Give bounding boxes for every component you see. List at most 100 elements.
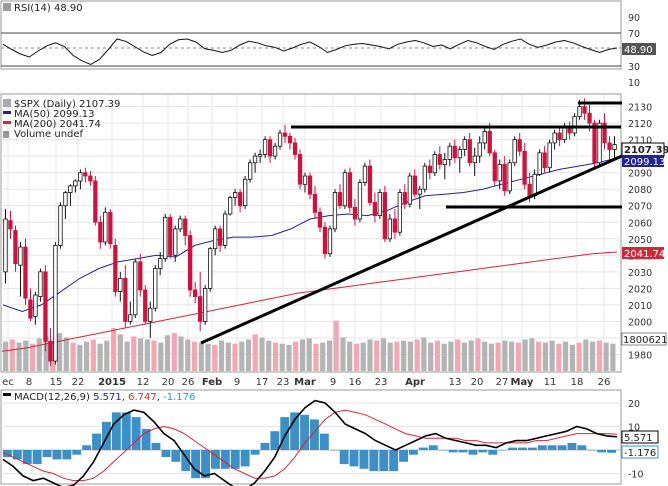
macd-histogram-bar	[32, 450, 42, 465]
ma200-line	[1, 251, 618, 352]
macd-tick--10: -10	[628, 470, 644, 481]
candle-body	[247, 162, 253, 180]
candle-body	[492, 152, 497, 182]
volume-bar	[252, 334, 258, 372]
candle-body	[148, 307, 153, 322]
candle-body	[537, 152, 542, 175]
candle-body	[222, 213, 228, 246]
volume-legend: Volume undef	[14, 129, 84, 140]
candle-body	[397, 192, 403, 233]
volume-bar	[286, 344, 292, 372]
candle-body	[332, 192, 338, 230]
macd-histogram-bar	[82, 445, 92, 450]
candle-body	[232, 192, 238, 198]
volume-swatch	[3, 131, 9, 138]
volume-bar	[461, 342, 467, 371]
candle-body	[522, 150, 527, 185]
candle-body	[227, 197, 233, 215]
volume-bar	[576, 342, 582, 371]
volume-bar	[212, 344, 218, 372]
volume-bar	[77, 344, 83, 372]
macd-histogram-bar	[211, 450, 220, 469]
candle-body	[587, 112, 592, 124]
candle-body	[98, 221, 103, 243]
date-tick: 18	[571, 377, 584, 388]
candle-body	[612, 144, 617, 151]
candle-body	[287, 135, 293, 144]
candle-body	[178, 218, 183, 230]
candle-body	[123, 277, 128, 322]
volume-bar	[542, 342, 548, 371]
macd-histogram-bar	[498, 450, 508, 451]
candle-body	[377, 192, 383, 217]
date-tick: 23	[375, 377, 388, 388]
candle-body	[242, 178, 248, 207]
volume-bar	[50, 340, 56, 372]
candle-body	[128, 314, 133, 322]
candle-body	[103, 211, 108, 243]
volume-bar	[313, 343, 319, 371]
volume-bar	[111, 327, 117, 371]
volume-bar	[259, 337, 265, 371]
candle-body	[237, 192, 243, 207]
volume-bar	[299, 339, 306, 371]
macd-tick-10: 10	[628, 423, 640, 434]
candle-body	[372, 201, 378, 216]
volume-bar	[509, 341, 515, 371]
volume-bar	[306, 338, 312, 371]
macd-histogram-bar	[220, 450, 230, 469]
date-tick: Feb	[202, 377, 222, 388]
candle-body	[362, 165, 368, 184]
candle-body	[357, 182, 363, 220]
ma50-line	[2, 157, 618, 313]
volume-bar	[536, 341, 542, 371]
macd-histogram-bar	[409, 450, 418, 455]
candle-body	[552, 132, 557, 144]
macd-histogram-bar	[329, 450, 339, 451]
volume-bar	[171, 333, 177, 371]
date-tick: 2015	[98, 377, 126, 388]
rsi-tick-10: 10	[628, 78, 640, 89]
volume-bar	[198, 342, 204, 371]
volume-bar	[218, 340, 225, 372]
candle-body	[108, 211, 113, 245]
volume-bar	[272, 342, 279, 371]
macd-histogram-bar	[12, 450, 22, 460]
macd-histogram-bar	[359, 450, 369, 469]
ma200-badge	[622, 247, 664, 259]
candle-body	[557, 132, 562, 140]
candle-body	[78, 172, 83, 182]
volume-bar	[57, 333, 63, 371]
candle-body	[207, 248, 213, 289]
candle-body	[447, 145, 452, 160]
candle-body	[143, 289, 148, 322]
volume-bar	[326, 340, 333, 372]
volume-bar	[522, 339, 528, 371]
price-tick-1980: 1980	[628, 350, 652, 361]
macd-histogram-bar	[290, 412, 300, 450]
volume-bar	[495, 342, 501, 371]
volume-bar	[36, 338, 42, 371]
candle-body	[322, 226, 328, 254]
candle-body	[517, 139, 522, 152]
candle-body	[277, 132, 283, 147]
candle-body	[302, 175, 308, 185]
rsi-tick-30: 30	[628, 62, 640, 73]
candle-body	[28, 299, 33, 319]
date-tick: ec	[2, 377, 14, 388]
candle-body	[407, 175, 413, 205]
ma50-legend: MA(50) 2099.13	[14, 109, 95, 120]
candle-body	[597, 122, 602, 164]
rsi-tick-70: 70	[628, 29, 640, 40]
volume-badge	[621, 332, 667, 346]
date-tick: 9	[234, 377, 240, 388]
macd-histogram-bar	[201, 450, 210, 479]
candle-body	[118, 277, 123, 292]
price-tick-2130: 2130	[628, 103, 652, 114]
rsi-gridlines	[1, 32, 621, 67]
candle-body	[382, 192, 388, 240]
macd-histogram-bar	[527, 447, 537, 450]
macd-histogram-bar	[508, 447, 517, 450]
date-tick: 11	[544, 377, 557, 388]
volume-bar	[441, 343, 447, 371]
